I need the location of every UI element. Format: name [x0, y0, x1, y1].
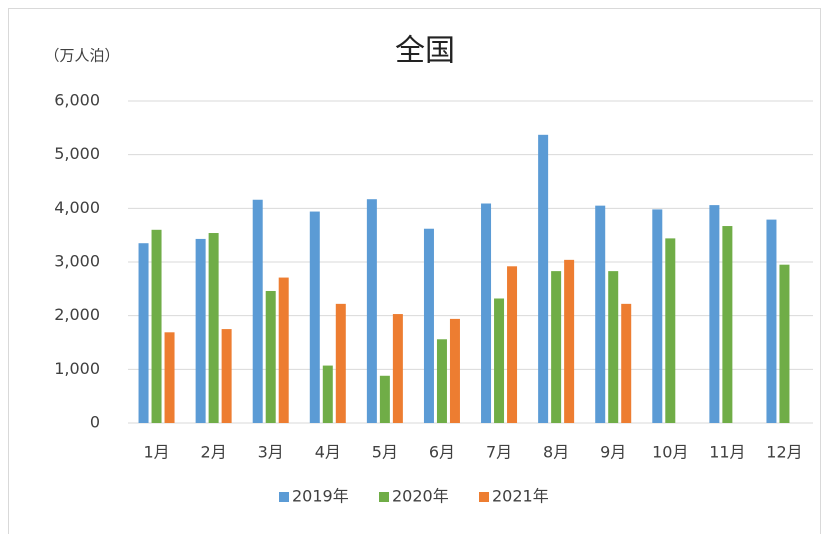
chart-border: [8, 8, 821, 534]
y-tick-label: 5,000: [54, 144, 100, 163]
y-tick-label: 2,000: [54, 305, 100, 324]
x-tick-label: 3月: [258, 443, 284, 462]
x-tick-label: 7月: [486, 443, 512, 462]
legend-label: 2021年: [492, 487, 549, 506]
y-tick-label: 1,000: [54, 359, 100, 378]
bar: [551, 271, 562, 423]
x-tick-label: 8月: [543, 443, 569, 462]
x-tick-label: 1月: [143, 443, 169, 462]
bar: [595, 205, 606, 423]
x-tick-label: 10月: [652, 443, 688, 462]
x-tick-label: 12月: [766, 443, 802, 462]
bar: [221, 329, 232, 423]
bar: [652, 209, 663, 423]
bar: [507, 266, 518, 423]
bar: [449, 318, 460, 423]
legend-swatch: [479, 492, 489, 502]
y-tick-label: 0: [90, 413, 100, 432]
bar: [665, 238, 676, 423]
bar: [779, 264, 790, 423]
bar: [564, 259, 575, 423]
y-tick-label: 3,000: [54, 252, 100, 271]
bar: [709, 205, 720, 423]
bar: [252, 199, 263, 423]
bar: [379, 375, 390, 423]
bar: [138, 243, 149, 423]
bar: [195, 238, 206, 423]
bar: [278, 277, 289, 423]
bar: [621, 303, 632, 423]
legend-label: 2020年: [392, 487, 449, 506]
bar: [423, 228, 434, 423]
bar: [309, 211, 320, 423]
bar: [151, 229, 162, 423]
x-tick-label: 6月: [429, 443, 455, 462]
bar: [208, 233, 219, 423]
bar: [164, 332, 175, 423]
bar: [436, 339, 447, 423]
x-tick-label: 9月: [600, 443, 626, 462]
bar: [608, 271, 619, 423]
bar: [722, 226, 733, 423]
bar: [481, 203, 492, 423]
bar: [265, 290, 276, 423]
y-tick-label: 6,000: [54, 91, 100, 110]
bar: [494, 298, 505, 423]
bar: [322, 365, 333, 423]
bar: [392, 314, 403, 423]
y-tick-label: 4,000: [54, 198, 100, 217]
x-tick-label: 5月: [372, 443, 398, 462]
y-axis-label: （万人泊）: [44, 47, 119, 65]
bar: [538, 134, 549, 423]
x-tick-label: 11月: [709, 443, 745, 462]
bar: [366, 199, 377, 423]
chart-title: 全国: [395, 34, 455, 69]
bar: [335, 303, 346, 423]
legend-label: 2019年: [292, 487, 349, 506]
x-tick-label: 2月: [201, 443, 227, 462]
bar: [766, 219, 777, 423]
legend-swatch: [279, 492, 289, 502]
x-tick-label: 4月: [315, 443, 341, 462]
legend-swatch: [379, 492, 389, 502]
